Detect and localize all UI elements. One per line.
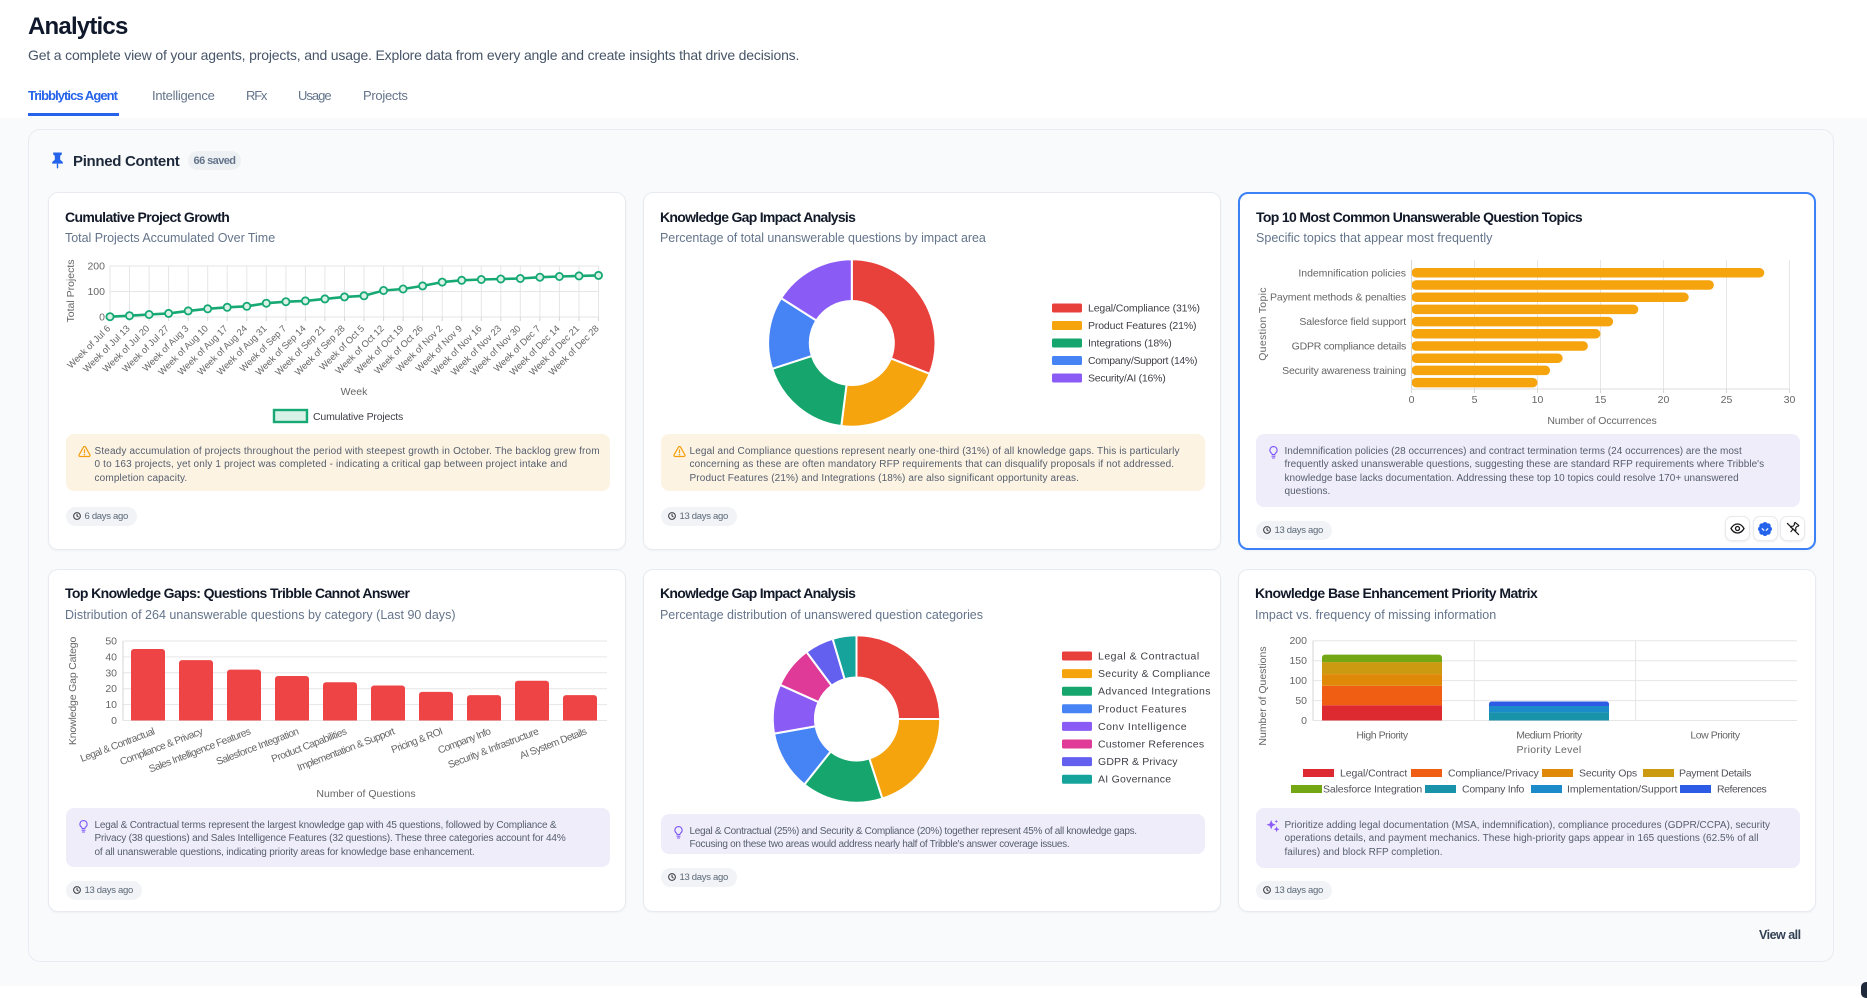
svg-text:Advanced Integrations: Advanced Integrations xyxy=(1098,686,1211,698)
svg-text:25: 25 xyxy=(1721,394,1733,406)
svg-text:Compliance/Privacy: Compliance/Privacy xyxy=(1448,768,1539,780)
svg-text:Security awareness training: Security awareness training xyxy=(1282,365,1406,377)
svg-text:Company Info: Company Info xyxy=(1462,784,1525,796)
svg-text:Integrations (18%): Integrations (18%) xyxy=(1088,338,1172,350)
svg-text:Question Topic: Question Topic xyxy=(1257,287,1269,361)
svg-text:5: 5 xyxy=(1472,394,1478,406)
svg-text:Week: Week xyxy=(341,386,368,398)
svg-text:100: 100 xyxy=(1289,675,1307,687)
svg-text:Legal & Contractual: Legal & Contractual xyxy=(1098,651,1200,663)
svg-text:20: 20 xyxy=(105,683,117,695)
svg-text:15: 15 xyxy=(1595,394,1607,406)
svg-text:References: References xyxy=(1717,784,1766,796)
svg-text:150: 150 xyxy=(1289,655,1307,667)
svg-text:Security Ops: Security Ops xyxy=(1579,768,1637,780)
svg-text:40: 40 xyxy=(105,651,117,663)
svg-text:50: 50 xyxy=(1295,695,1307,707)
svg-text:Implementation/Support: Implementation/Support xyxy=(1567,784,1678,796)
svg-text:Product Features (21%): Product Features (21%) xyxy=(1088,320,1196,332)
svg-text:Security & Compliance: Security & Compliance xyxy=(1098,668,1211,680)
svg-text:Indemnification policies: Indemnification policies xyxy=(1298,267,1406,279)
svg-text:200: 200 xyxy=(87,261,105,273)
svg-text:Conv Intelligence: Conv Intelligence xyxy=(1098,721,1187,733)
svg-text:Priority Level: Priority Level xyxy=(1516,744,1581,756)
svg-text:Product Features: Product Features xyxy=(1098,703,1187,715)
svg-text:Number of Questions: Number of Questions xyxy=(316,788,415,800)
svg-text:GDPR compliance details: GDPR compliance details xyxy=(1292,341,1406,353)
svg-text:Number of Occurrences: Number of Occurrences xyxy=(1547,415,1656,427)
svg-text:Legal/Compliance (31%): Legal/Compliance (31%) xyxy=(1088,303,1200,315)
svg-text:AI Governance: AI Governance xyxy=(1098,774,1171,786)
svg-text:Company/Support (14%): Company/Support (14%) xyxy=(1088,355,1197,367)
svg-text:Salesforce field support: Salesforce field support xyxy=(1299,316,1406,328)
svg-text:Legal/Contract: Legal/Contract xyxy=(1340,768,1407,780)
svg-text:100: 100 xyxy=(87,286,105,298)
svg-text:0: 0 xyxy=(99,312,105,324)
svg-text:Total Projects: Total Projects xyxy=(65,259,77,322)
svg-text:50: 50 xyxy=(105,636,117,648)
svg-text:Payment Details: Payment Details xyxy=(1679,768,1751,780)
svg-text:0: 0 xyxy=(111,715,117,727)
svg-text:10: 10 xyxy=(105,699,117,711)
svg-text:Low Priority: Low Priority xyxy=(1690,730,1740,742)
svg-text:Security/AI (16%): Security/AI (16%) xyxy=(1088,373,1165,385)
svg-text:30: 30 xyxy=(1784,394,1796,406)
svg-text:Medium Priority: Medium Priority xyxy=(1516,730,1583,742)
svg-text:Pricing & ROI: Pricing & ROI xyxy=(390,727,444,757)
svg-text:Payment methods & penalties: Payment methods & penalties xyxy=(1270,292,1406,304)
svg-text:Cumulative Projects: Cumulative Projects xyxy=(313,411,403,423)
svg-text:0: 0 xyxy=(1301,715,1307,727)
svg-text:High Priority: High Priority xyxy=(1356,730,1409,742)
svg-text:Salesforce Integration: Salesforce Integration xyxy=(1323,784,1422,796)
svg-text:200: 200 xyxy=(1289,635,1307,647)
svg-text:10: 10 xyxy=(1532,394,1544,406)
svg-text:Salesforce Integration: Salesforce Integration xyxy=(215,727,300,768)
svg-text:GDPR & Privacy: GDPR & Privacy xyxy=(1098,756,1178,768)
svg-text:30: 30 xyxy=(105,667,117,679)
svg-text:0: 0 xyxy=(1409,394,1415,406)
svg-text:Knowledge Gap Catego: Knowledge Gap Catego xyxy=(67,637,79,746)
svg-text:20: 20 xyxy=(1658,394,1670,406)
svg-text:Customer References: Customer References xyxy=(1098,739,1204,751)
svg-text:Number of Questions: Number of Questions xyxy=(1257,646,1269,745)
